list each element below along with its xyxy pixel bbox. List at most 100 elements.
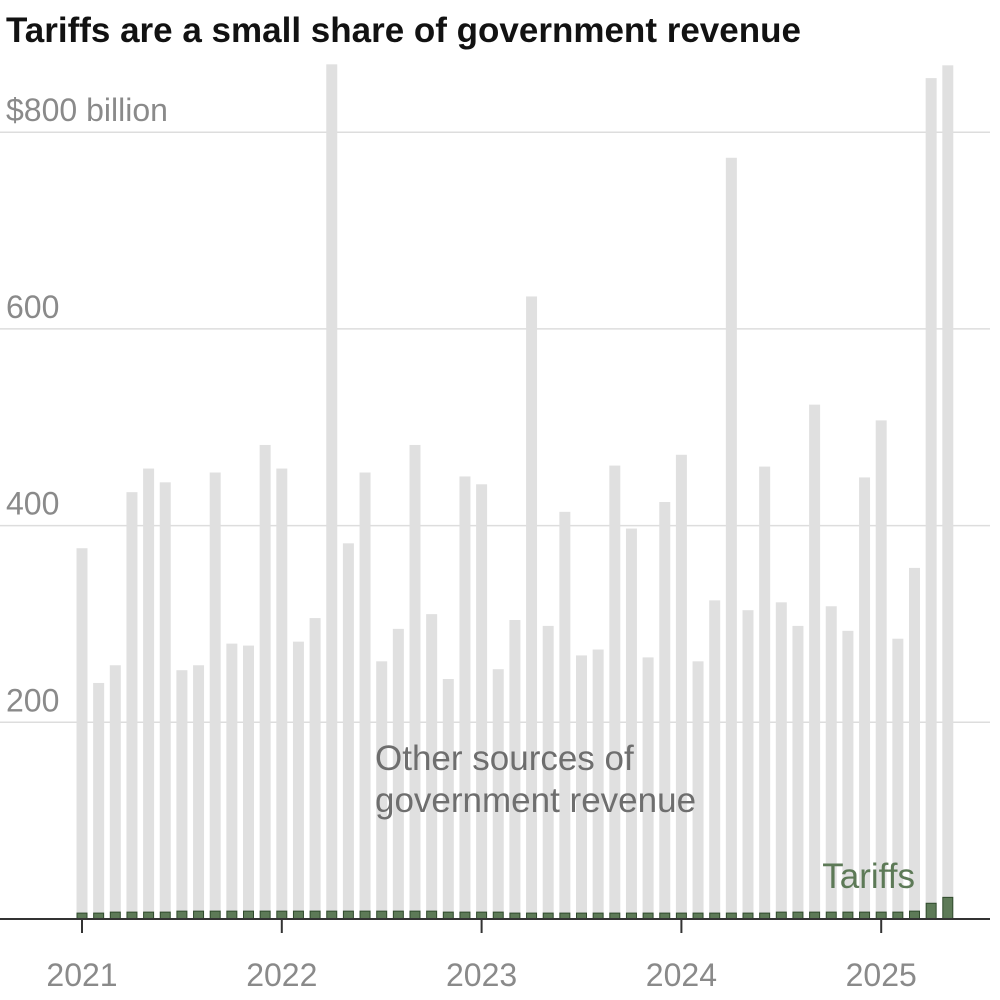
bar-other-7 <box>193 665 205 912</box>
annotation-tariffs: Tariffs <box>822 857 915 896</box>
bar-tariff-8 <box>209 910 221 920</box>
bar-other-33 <box>625 528 637 914</box>
bar-other-35 <box>659 501 671 914</box>
bar-other-21 <box>426 614 438 912</box>
bar-tariff-15 <box>326 910 338 920</box>
bar-other-34 <box>642 657 654 914</box>
bar-tariff-3 <box>126 911 138 920</box>
bar-tariff-45 <box>825 911 837 920</box>
bar-tariff-46 <box>842 911 854 920</box>
bar-tariff-48 <box>875 911 887 920</box>
bar-tariff-44 <box>809 911 821 920</box>
bar-other-42 <box>775 602 787 913</box>
bar-other-11 <box>259 444 271 912</box>
x-tick-label-2024: 2024 <box>646 957 717 993</box>
other-revenue-bars <box>76 64 954 914</box>
bar-other-8 <box>209 472 221 912</box>
bar-other-29 <box>559 511 571 914</box>
bar-other-23 <box>459 476 471 913</box>
bar-other-20 <box>409 444 421 912</box>
bar-other-15 <box>326 64 338 912</box>
bar-other-14 <box>309 618 321 912</box>
bar-other-48 <box>875 420 887 913</box>
x-axis-ticks: 2021 2022 2023 2024 2025 <box>46 919 917 993</box>
bar-other-10 <box>243 645 254 912</box>
bar-tariff-17 <box>359 910 371 920</box>
annotation-other-line-2: government revenue <box>375 781 696 820</box>
bar-tariff-12 <box>276 910 288 920</box>
bar-tariff-50 <box>909 910 920 920</box>
bar-tariff-7 <box>193 910 205 920</box>
bar-other-9 <box>226 643 238 912</box>
bar-tariff-19 <box>392 910 404 920</box>
bar-tariff-52 <box>942 896 954 920</box>
y-axis-labels: 200 400 600 $800 billion <box>6 92 168 718</box>
x-tick-label-2023: 2023 <box>446 957 517 993</box>
bar-tariff-47 <box>859 911 871 920</box>
bar-tariff-24 <box>476 911 488 920</box>
bar-other-51 <box>925 78 937 904</box>
bar-tariff-22 <box>442 911 454 920</box>
bar-tariff-43 <box>792 911 804 920</box>
bar-tariff-18 <box>376 910 388 920</box>
bar-tariff-20 <box>409 910 421 920</box>
bar-other-19 <box>392 628 404 912</box>
bar-other-18 <box>376 661 388 912</box>
y-tick-label-200: 200 <box>6 682 59 718</box>
bar-tariff-51 <box>925 902 937 920</box>
bar-other-49 <box>892 638 904 913</box>
bar-tariff-4 <box>143 911 155 920</box>
bar-other-5 <box>159 482 171 913</box>
bar-other-26 <box>509 620 521 914</box>
bar-other-50 <box>909 567 920 912</box>
bar-other-3 <box>126 492 138 913</box>
bar-other-22 <box>442 679 454 913</box>
bar-other-13 <box>292 641 304 912</box>
bar-other-28 <box>542 625 554 914</box>
bar-other-17 <box>359 472 371 912</box>
bar-other-27 <box>526 296 538 914</box>
bar-other-24 <box>476 484 488 913</box>
bar-tariff-9 <box>226 910 238 920</box>
bar-other-4 <box>143 468 155 913</box>
bar-other-43 <box>792 625 804 913</box>
bar-other-37 <box>692 661 704 914</box>
x-tick-label-2025: 2025 <box>846 957 917 993</box>
bar-tariff-10 <box>243 910 254 920</box>
bar-other-39 <box>725 157 737 914</box>
y-tick-label-600: 600 <box>6 289 59 325</box>
bar-tariff-49 <box>892 911 904 920</box>
bar-tariff-42 <box>775 911 787 920</box>
bar-other-36 <box>675 454 687 914</box>
bar-other-38 <box>709 600 721 914</box>
bar-tariff-2 <box>109 911 121 920</box>
x-tick-label-2021: 2021 <box>46 957 117 993</box>
bar-other-25 <box>492 669 504 913</box>
bar-other-40 <box>742 610 754 914</box>
bar-other-16 <box>342 543 354 912</box>
annotation-other-line-1: Other sources of <box>375 739 634 778</box>
bar-tariff-5 <box>159 911 171 920</box>
bar-other-6 <box>176 670 188 912</box>
y-tick-label-800: $800 billion <box>6 92 168 128</box>
bar-other-41 <box>759 466 771 914</box>
bar-tariff-14 <box>309 910 321 920</box>
x-tick-label-2022: 2022 <box>246 957 317 993</box>
bar-tariff-16 <box>342 910 354 920</box>
bar-tariff-6 <box>176 910 188 920</box>
bar-tariff-11 <box>259 910 271 920</box>
bar-other-30 <box>576 655 587 914</box>
y-tick-label-400: 400 <box>6 486 59 522</box>
bar-tariff-13 <box>292 910 304 920</box>
bar-other-46 <box>842 630 854 913</box>
bar-other-12 <box>276 468 288 912</box>
bar-other-32 <box>609 465 621 914</box>
bar-tariff-23 <box>459 911 471 920</box>
bar-other-47 <box>859 477 871 913</box>
bar-other-1 <box>93 682 105 914</box>
bar-other-52 <box>942 65 954 898</box>
bar-other-45 <box>825 606 837 913</box>
bar-other-2 <box>109 665 121 913</box>
